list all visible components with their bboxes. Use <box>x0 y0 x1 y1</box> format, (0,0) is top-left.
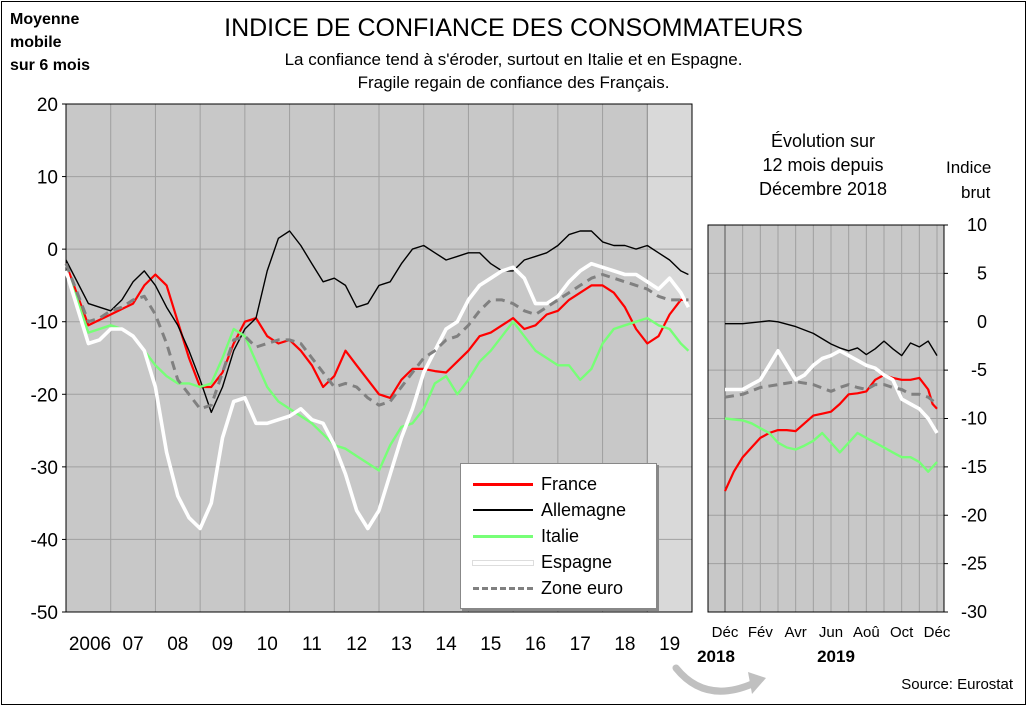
main-ytick-label: 10 <box>37 168 58 189</box>
main-xtick-label: 16 <box>525 634 546 655</box>
legend-item-italie: Italie <box>461 524 656 548</box>
legend-swatch-france <box>473 483 533 486</box>
inset-xtick-label: Déc <box>712 624 739 641</box>
inset-ytick-label: 10 <box>967 215 987 235</box>
main-ylabel-line-1: Moyenne <box>10 11 80 28</box>
inset-xtick-label: Fév <box>748 624 774 641</box>
main-xtick-label: 17 <box>570 634 591 655</box>
inset-title-line-1: Évolution sur <box>770 131 876 151</box>
legend-swatch-italie <box>473 535 533 538</box>
inset-ytick-label: -15 <box>961 457 987 477</box>
main-plot-border <box>65 103 693 613</box>
inset-series-line-espagne <box>725 348 939 434</box>
chart-legend: France Allemagne Italie Espagne Zone eur… <box>460 463 657 609</box>
main-ytick-label: -50 <box>31 603 58 624</box>
main-series-line-espagne <box>64 261 690 531</box>
inset-xtick-label: Oct <box>890 624 914 641</box>
main-ytick-label: 0 <box>47 240 58 261</box>
legend-label-zone-euro: Zone euro <box>541 578 624 598</box>
inset-ytick-label: -20 <box>961 505 987 525</box>
main-xtick-label: 12 <box>346 634 367 655</box>
inset-year-label-2019: 2019 <box>817 647 855 666</box>
inset-ytick-label: -30 <box>961 602 987 622</box>
inset-ylabel-line-2: brut <box>961 183 991 202</box>
main-series-line-allemagne <box>65 230 689 414</box>
legend-swatch-allemagne <box>473 509 533 511</box>
main-xtick-label: 09 <box>212 634 233 655</box>
inset-ytick-label: -10 <box>961 409 987 429</box>
connector-arrowhead-icon <box>748 672 766 694</box>
inset-xtick-label: Déc <box>924 624 951 641</box>
legend-swatch-zone-euro <box>473 587 533 590</box>
inset-series-line-zone-euro <box>724 380 938 406</box>
main-xtick-label: 11 <box>302 634 322 655</box>
main-ylabel-line-2: mobile <box>10 34 62 51</box>
legend-label-allemagne: Allemagne <box>541 500 627 520</box>
inset-ytick-label: -25 <box>961 554 987 574</box>
main-ytick-label: -10 <box>31 313 58 334</box>
legend-item-espagne: Espagne <box>461 550 656 574</box>
main-xtick-label: 14 <box>436 634 458 655</box>
inset-title-line-2: 12 mois depuis <box>762 155 884 175</box>
main-ytick-label: 20 <box>37 95 58 116</box>
main-xtick-label: 13 <box>391 634 412 655</box>
legend-item-zone-euro: Zone euro <box>461 576 656 600</box>
main-ylabel-line-3: sur 6 mois <box>10 57 91 74</box>
legend-label-espagne: Espagne <box>541 552 613 572</box>
legend-item-france: France <box>461 472 656 496</box>
inset-xtick-label: Jun <box>819 624 843 641</box>
main-xtick-label: 2006 <box>69 634 111 655</box>
main-xtick-label: 15 <box>480 634 501 655</box>
inset-series-line-france <box>723 373 938 492</box>
inset-xtick-label: Avr <box>785 624 807 641</box>
chart-title: INDICE DE CONFIANCE DES CONSOMMATEURS <box>224 14 803 42</box>
main-xtick-label: 19 <box>659 634 680 655</box>
main-xtick-label: 18 <box>614 634 635 655</box>
chart-subtitle-line-2: Fragile regain de confiance des Français… <box>357 73 670 92</box>
legend-label-italie: Italie <box>541 526 580 546</box>
main-ytick-label: -40 <box>31 530 58 551</box>
inset-plot-border <box>707 224 945 613</box>
inset-year-label-2018: 2018 <box>697 647 735 666</box>
legend-swatch-espagne <box>473 561 533 565</box>
legend-item-allemagne: Allemagne <box>461 498 656 522</box>
chart-subtitle-line-1: La confiance tend à s'éroder, surtout en… <box>284 50 743 69</box>
source-note: Source: Eurostat <box>901 676 1013 693</box>
inset-series-line-italie <box>724 417 938 473</box>
main-xtick-label: 07 <box>123 634 144 655</box>
inset-ytick-label: -5 <box>971 360 987 380</box>
inset-title-line-3: Décembre 2018 <box>758 179 888 199</box>
main-series-line-italie <box>64 270 690 472</box>
main-xtick-label: 08 <box>167 634 188 655</box>
main-series-line-france <box>64 263 689 399</box>
inset-xtick-label: Aoû <box>853 624 880 641</box>
main-ytick-label: -20 <box>31 385 58 406</box>
legend-label-france: France <box>541 474 598 494</box>
connector-arrow-icon <box>672 664 756 695</box>
inset-ytick-label: 0 <box>977 312 987 332</box>
main-series-line-zone-euro <box>64 263 689 411</box>
inset-ylabel-line-1: Indice <box>946 158 992 177</box>
main-ytick-label: -30 <box>31 458 58 479</box>
inset-ytick-label: 5 <box>977 263 987 283</box>
inset-series-line-allemagne <box>725 320 938 357</box>
main-xtick-label: 10 <box>257 634 278 655</box>
